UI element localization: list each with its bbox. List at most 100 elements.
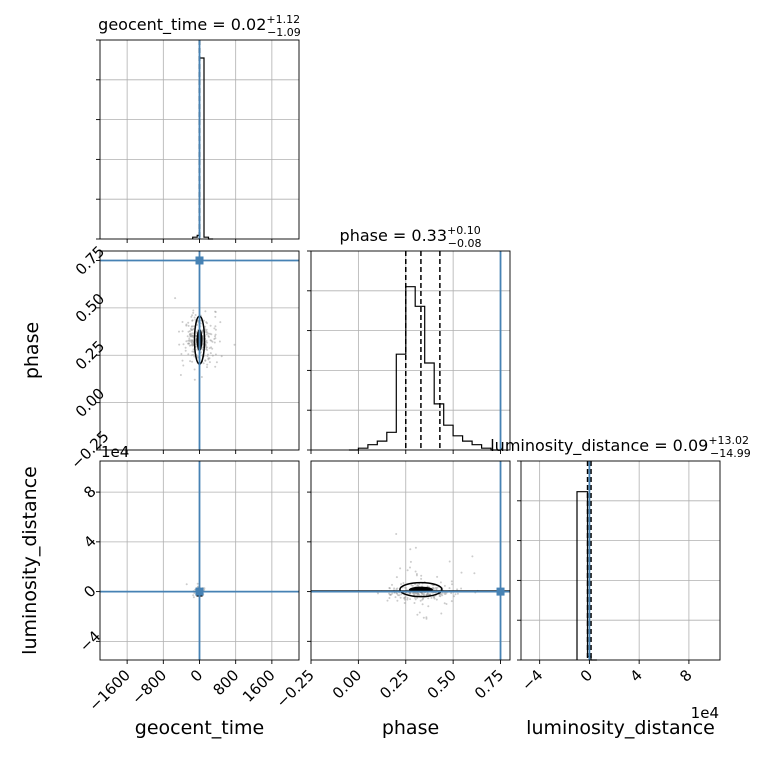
sample-point	[193, 378, 196, 381]
sample-point	[391, 592, 394, 595]
sample-point	[218, 340, 221, 343]
sample-point	[181, 359, 184, 362]
sample-point	[396, 592, 399, 595]
sample-point	[190, 344, 193, 347]
sample-point	[188, 330, 191, 333]
sample-point	[219, 321, 222, 324]
sample-point	[205, 348, 208, 351]
sample-point	[414, 570, 417, 573]
sample-point	[436, 575, 439, 578]
sample-point	[432, 584, 435, 587]
sample-point	[202, 319, 205, 322]
sample-point	[409, 566, 411, 569]
sample-point	[193, 355, 196, 358]
contour-outer	[399, 581, 443, 598]
sample-point	[386, 599, 389, 602]
sample-point	[415, 573, 418, 575]
sample-point	[202, 362, 205, 365]
sample-point	[415, 574, 418, 577]
sample-point	[206, 363, 209, 366]
truth-marker	[195, 587, 204, 596]
y-axis-label: phase	[21, 322, 43, 379]
sample-point	[418, 583, 421, 585]
sample-point	[204, 310, 207, 313]
sample-point	[395, 588, 398, 591]
sample-point	[211, 354, 214, 357]
sample-point	[471, 555, 474, 558]
sample-point	[388, 597, 391, 599]
sample-point	[214, 328, 217, 331]
sample-point	[206, 331, 209, 334]
sample-point	[189, 360, 192, 363]
sample-point	[187, 342, 190, 345]
sample-point	[391, 583, 393, 586]
panel-title-phase: phase = 0.33+0.10 −0.08	[340, 224, 482, 250]
sample-point	[207, 332, 210, 335]
sample-point	[192, 348, 195, 351]
sample-point	[174, 297, 177, 300]
sample-point	[205, 339, 208, 342]
sample-point	[207, 358, 210, 361]
sample-point	[451, 583, 453, 586]
y-tick-label: 0.75	[72, 242, 108, 278]
sample-point	[400, 593, 403, 596]
sample-point	[456, 592, 459, 595]
sample-point	[416, 596, 419, 599]
sample-point	[406, 598, 409, 601]
x-tick-label: 8	[676, 666, 695, 685]
sample-point	[233, 343, 236, 346]
x-tick-label: 0.00	[329, 666, 365, 702]
sample-point	[421, 603, 424, 606]
sample-point	[214, 325, 217, 328]
sample-point	[187, 321, 190, 324]
sample-point	[196, 323, 198, 326]
sample-point	[443, 592, 446, 595]
sample-point	[409, 560, 412, 563]
sample-point	[178, 330, 180, 333]
x-tick-label: 4	[627, 666, 646, 685]
sample-point	[215, 361, 218, 364]
sample-point	[204, 329, 207, 332]
sample-point	[404, 586, 407, 589]
sample-point	[200, 376, 203, 378]
sample-point	[189, 334, 192, 337]
sample-point	[388, 587, 391, 589]
sample-point	[450, 600, 453, 603]
sample-point	[393, 587, 396, 590]
sample-point	[185, 340, 188, 343]
sample-point	[214, 365, 217, 368]
y-tick-label: 0.00	[72, 384, 108, 420]
sample-point	[395, 533, 398, 535]
sample-point	[427, 597, 430, 600]
sample-point	[184, 349, 187, 352]
sample-point	[439, 581, 442, 584]
sample-point	[181, 321, 184, 323]
sample-point	[440, 612, 443, 615]
sample-point	[203, 587, 206, 590]
sample-point	[208, 361, 211, 364]
sample-point	[439, 595, 442, 598]
offset-text-x: 1e4	[691, 704, 719, 722]
sample-point	[441, 594, 444, 597]
sample-point	[426, 592, 429, 595]
x-tick-label: −0.25	[273, 666, 318, 711]
scatter-samples	[388, 533, 477, 620]
sample-point	[184, 346, 187, 349]
sample-point	[416, 594, 419, 597]
sample-point	[193, 368, 196, 371]
sample-point	[181, 330, 184, 333]
sample-point	[191, 350, 194, 353]
sample-point	[432, 586, 434, 589]
sample-point	[206, 366, 208, 369]
histogram-phase	[348, 286, 501, 451]
axes-frame	[310, 460, 511, 661]
axes-frame	[520, 460, 721, 661]
x-tick-label: −800	[128, 666, 170, 708]
sample-point	[209, 352, 212, 355]
sample-point	[214, 315, 217, 318]
sample-point	[419, 599, 422, 602]
sample-point	[403, 596, 406, 599]
sample-point	[192, 311, 195, 314]
sample-point	[445, 603, 448, 605]
truth-marker	[496, 587, 505, 596]
